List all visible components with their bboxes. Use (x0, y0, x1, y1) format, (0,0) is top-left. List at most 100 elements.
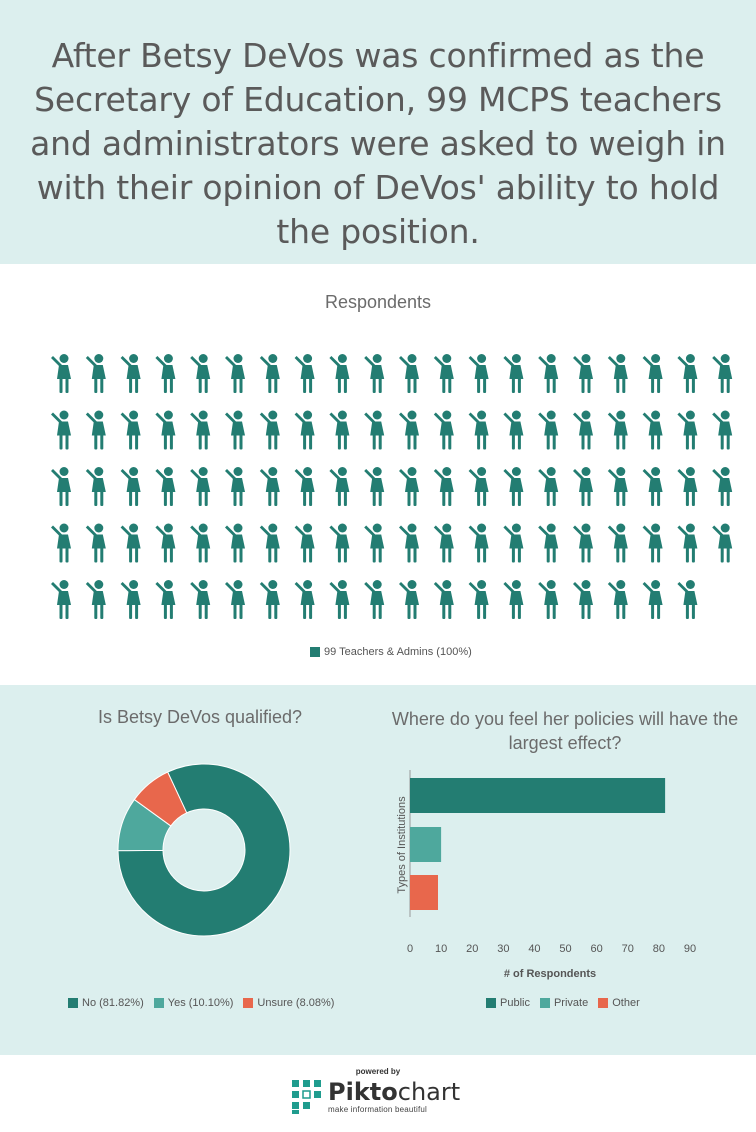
person-icon (503, 410, 524, 450)
person-icon (259, 467, 280, 506)
x-tick-label: 0 (407, 943, 413, 955)
x-tick-label: 40 (528, 943, 540, 955)
person-icon (155, 467, 176, 506)
person-icon (538, 467, 559, 506)
person-icon (468, 523, 489, 563)
person-icon (468, 580, 489, 619)
person-icon (155, 354, 176, 393)
person-icon (538, 410, 559, 450)
person-icon (294, 523, 315, 563)
person-icon (677, 410, 698, 450)
person-icon (433, 467, 454, 506)
legend-item-no: No (81.82%) (68, 997, 144, 1009)
person-icon (607, 523, 628, 563)
piktochart-logo-icon (292, 1079, 321, 1114)
person-icon (399, 523, 419, 563)
person-icon (120, 410, 141, 450)
person-icon (607, 354, 628, 393)
person-icon (538, 580, 559, 619)
person-icon (503, 354, 524, 393)
donut-title: Is Betsy DeVos qualified? (97, 707, 303, 727)
x-tick-label: 90 (684, 943, 696, 955)
donut-chart (117, 763, 291, 937)
x-axis-label: # of Respondents (504, 968, 596, 980)
legend-item-unsure: Unsure (8.08%) (243, 997, 334, 1009)
person-icon (573, 580, 593, 619)
person-icon (120, 580, 141, 619)
legend-label: Private (553, 997, 589, 1009)
person-icon (364, 580, 385, 619)
bar-chart: 0 10 20 30 40 50 60 70 80 90 # of Respondents Types… (396, 770, 696, 980)
person-icon (399, 354, 419, 393)
legend-item-other: Other (598, 997, 640, 1009)
person-icon (712, 523, 733, 563)
person-icon (329, 580, 350, 619)
legend-label: Public (500, 997, 530, 1009)
person-icon (607, 580, 628, 619)
person-icon (712, 410, 733, 450)
person-icon (190, 410, 211, 450)
legend-item-private: Private (539, 997, 589, 1009)
person-icon (155, 580, 176, 619)
person-icon (364, 523, 385, 563)
person-icon (51, 410, 71, 450)
person-icon (364, 467, 385, 506)
person-icon (712, 467, 733, 506)
x-tick-label: 30 (497, 943, 509, 955)
person-icon (607, 467, 628, 506)
person-icon (259, 523, 280, 563)
person-icon (399, 410, 419, 450)
person-icon (259, 410, 280, 450)
person-icon (155, 523, 176, 563)
person-icon (225, 580, 245, 619)
person-icon (85, 523, 106, 563)
person-icon (225, 523, 245, 563)
person-icon (294, 467, 315, 506)
person-icon (503, 580, 524, 619)
donut-slice-no (117, 763, 291, 937)
bar-public (410, 778, 666, 813)
person-icon (503, 523, 524, 563)
person-icon (51, 523, 71, 563)
person-icon (85, 467, 106, 506)
person-icon (364, 354, 385, 393)
person-icon (573, 467, 593, 506)
person-icon (294, 354, 315, 393)
person-icon (433, 580, 454, 619)
person-icon (51, 354, 71, 393)
x-tick-label: 20 (466, 943, 478, 955)
person-icon (190, 467, 211, 506)
respondents-title: Respondents (324, 292, 432, 312)
page-title: After Betsy DeVos was confirmed as the S… (30, 36, 726, 251)
x-tick-label: 70 (622, 943, 634, 955)
person-icon (538, 523, 559, 563)
person-icon (677, 580, 698, 619)
person-icon (329, 523, 350, 563)
legend-label: Other (612, 997, 640, 1009)
person-icon (538, 354, 559, 393)
person-icon (364, 410, 385, 450)
person-icon (573, 523, 593, 563)
person-icon (433, 410, 454, 450)
person-icon (468, 410, 489, 450)
x-tick-label: 80 (653, 943, 665, 955)
person-icon (259, 580, 280, 619)
legend-label: 99 Teachers & Admins (100%) (324, 646, 472, 658)
person-icon (642, 580, 663, 619)
person-icon (190, 523, 211, 563)
legend-swatch (539, 998, 550, 1008)
legend-label: Yes (10.10%) (167, 997, 234, 1009)
person-icon (433, 523, 454, 563)
person-icon (468, 467, 489, 506)
bar-private (410, 827, 442, 862)
brand-tagline: make information beautiful (328, 1105, 428, 1114)
legend-swatch (486, 998, 496, 1008)
legend-swatch (310, 647, 320, 657)
person-icon (120, 467, 141, 506)
respondents-section: Respondents 99 Teachers & Admins (100%) (0, 264, 756, 685)
person-icon (120, 523, 141, 563)
piktochart-logo[interactable]: Piktochart make information beautiful (292, 1079, 460, 1114)
person-icon (51, 467, 71, 506)
charts-section: Is Betsy DeVos qualified? Where do you f… (0, 685, 756, 1055)
x-tick-label: 50 (559, 943, 571, 955)
